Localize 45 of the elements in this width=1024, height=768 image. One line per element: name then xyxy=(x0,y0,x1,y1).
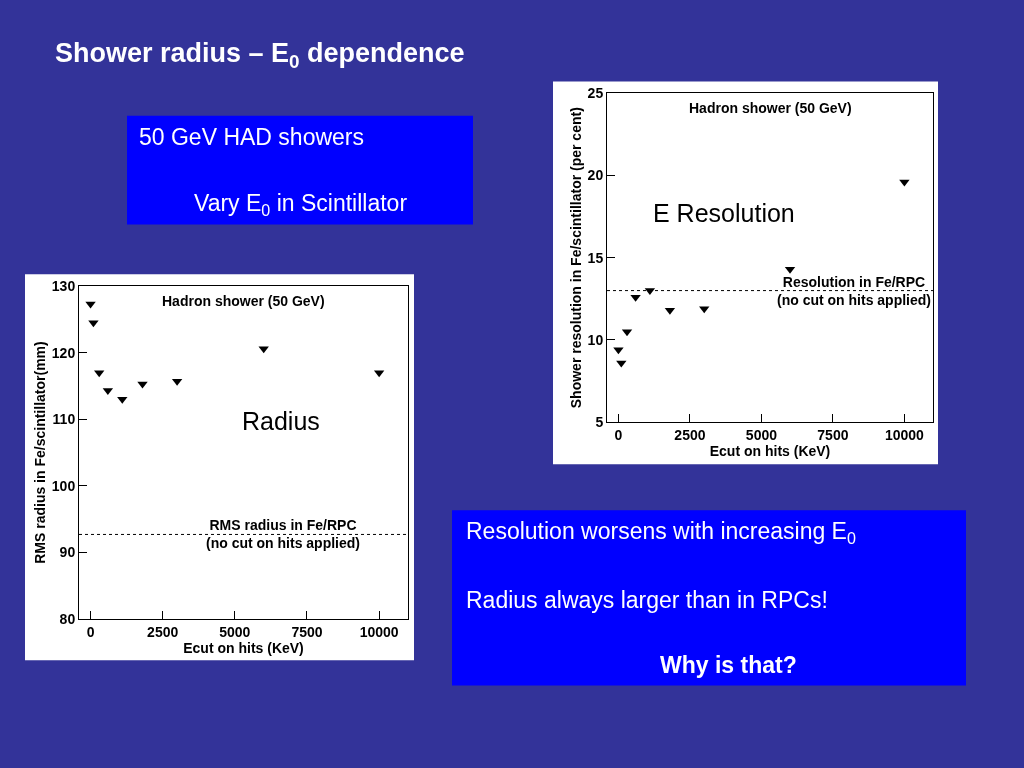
y-tick-label: 15 xyxy=(587,249,604,266)
point xyxy=(699,306,710,314)
text: Vary E$_{0}$ in Scintillator xyxy=(194,190,408,219)
annotation: E Resolution xyxy=(653,199,795,227)
y-tick-label: 80 xyxy=(59,610,76,627)
y-tick-label: 100 xyxy=(51,477,76,494)
text: Hadron shower (50 GeV) xyxy=(162,293,325,309)
text: 50 GeV HAD showers xyxy=(139,124,364,150)
point xyxy=(88,320,99,328)
x-axis-title: Ecut on hits (KeV) xyxy=(709,443,831,460)
point xyxy=(630,294,641,302)
text: Shower radius – E$_{0}$ dependence xyxy=(55,38,465,72)
x-axis-title: Ecut on hits (KeV) xyxy=(183,640,304,657)
y-axis-title: RMS radius in Fe/scintillator(mm) xyxy=(32,341,49,564)
x-tick-label: 10000 xyxy=(359,623,399,640)
x-tick-label: 10000 xyxy=(884,426,925,443)
text: Radius always larger than in RPCs! xyxy=(466,587,828,613)
x-tick-label: 7500 xyxy=(291,623,323,640)
x-tick-label: 5000 xyxy=(219,623,251,640)
y-axis-title: Shower resolution in Fe/scintillator (per cent) xyxy=(568,107,585,409)
ref-line-label: RMS radius in Fe/RPC (no cut on hits applied) xyxy=(206,517,360,552)
x-tick-label: 5000 xyxy=(745,426,778,443)
y-tick-label: 25 xyxy=(587,85,604,102)
x-tick-label: 0 xyxy=(86,623,95,640)
text: Why is that? xyxy=(660,652,797,678)
point xyxy=(85,301,96,309)
ref-line-label: Resolution in Fe/RPC (no cut on hits applied) xyxy=(777,274,931,309)
x-tick-label: 0 xyxy=(614,426,623,443)
point xyxy=(137,381,148,389)
x-tick-label: 2500 xyxy=(674,426,706,443)
x-tick-label: 2500 xyxy=(147,623,179,640)
point xyxy=(258,346,269,354)
y-tick-label: 110 xyxy=(52,411,76,428)
point xyxy=(616,360,627,368)
text: Hadron shower (50 GeV) xyxy=(689,100,852,116)
y-tick-label: 10 xyxy=(587,331,604,348)
annotation: Radius xyxy=(242,407,320,435)
y-tick-label: 20 xyxy=(587,167,604,184)
text: Resolution worsens with increasing E$_{0}$ xyxy=(466,518,856,547)
y-tick-label: 90 xyxy=(59,544,76,561)
x-tick-label: 7500 xyxy=(817,426,849,443)
y-tick-label: 120 xyxy=(51,344,76,361)
y-tick-label: 5 xyxy=(595,414,604,431)
y-tick-label: 130 xyxy=(51,277,76,294)
point xyxy=(94,370,105,378)
